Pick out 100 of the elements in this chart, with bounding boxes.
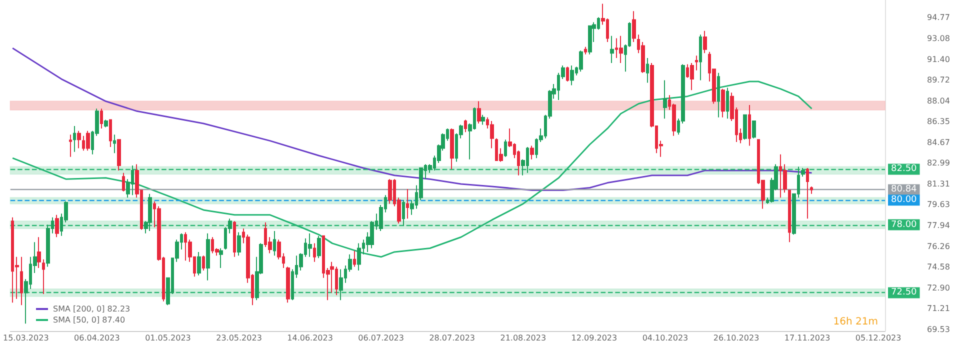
line-series	[12, 47, 812, 191]
candlestick	[610, 35, 614, 64]
candlestick	[663, 80, 667, 120]
y-tick-label: 82.99	[927, 158, 950, 168]
candlestick	[42, 258, 45, 294]
y-tick-label: 93.08	[927, 34, 950, 44]
candlestick	[490, 120, 494, 149]
candlestick	[286, 266, 290, 304]
y-tick-label: 69.53	[927, 324, 950, 334]
y-tick-label: 94.77	[927, 13, 950, 22]
candlestick	[117, 139, 121, 171]
ref-line-label: 82.50	[891, 164, 918, 174]
ref-line-label: 72.50	[891, 288, 918, 298]
x-tick-label: 12.09.2023	[571, 334, 618, 342]
candlestick	[104, 119, 108, 128]
candlestick	[632, 10, 636, 42]
candlestick	[273, 230, 276, 256]
ref-line-label: 80.00	[891, 195, 918, 206]
candlestick	[726, 87, 729, 120]
candlestick	[388, 178, 392, 204]
candlestick	[588, 25, 592, 55]
x-tick-label: 01.05.2023	[145, 334, 191, 342]
candlestick	[113, 134, 116, 154]
x-tick-label: 28.07.2023	[429, 334, 476, 342]
y-tick-label: 88.04	[927, 96, 950, 106]
candlestick	[402, 200, 405, 227]
annotation: 16h 21m	[833, 316, 878, 328]
x-tick-label: 21.08.2023	[500, 334, 546, 342]
x-tick-label: 06.04.2023	[74, 334, 120, 342]
candlestick	[566, 66, 569, 82]
candlestick	[743, 114, 747, 140]
candlestick	[406, 188, 409, 220]
candlestick	[695, 55, 698, 71]
x-tick-label: 04.10.2023	[642, 334, 688, 342]
candlestick	[339, 268, 343, 301]
x-tick-label: 23.05.2023	[216, 334, 262, 342]
candlestick	[313, 242, 316, 262]
y-tick-label: 72.90	[927, 283, 950, 292]
candlestick	[504, 139, 507, 158]
candlestick	[810, 186, 813, 194]
candlestick	[37, 236, 41, 269]
x-tick-label: 17.11.2023	[784, 334, 830, 342]
candlestick	[570, 64, 574, 86]
y-tick-label: 86.35	[927, 117, 950, 126]
y-tick-label: 77.94	[927, 221, 950, 230]
candlestick	[481, 114, 485, 126]
x-tick-label: 05.12.2023	[855, 334, 902, 342]
candlestick	[148, 193, 152, 232]
candlestick	[308, 232, 312, 258]
y-tick-label: 89.72	[927, 76, 950, 85]
y-tick-label: 81.31	[927, 179, 950, 188]
candlestick	[477, 100, 481, 124]
candlestick	[353, 250, 356, 268]
x-tick-label: 06.07.2023	[358, 334, 404, 342]
candlestick	[690, 62, 694, 91]
candlestick	[788, 190, 791, 243]
candlestick	[717, 72, 720, 118]
candlestick	[721, 88, 725, 118]
x-tick-label: 14.06.2023	[287, 334, 333, 342]
candlestick	[233, 220, 236, 258]
legend-label: SMA [50, 0] 87.40	[53, 316, 126, 324]
candlestick	[584, 46, 587, 55]
candlestick	[55, 214, 59, 238]
candlestick	[450, 128, 454, 170]
candlestick	[801, 167, 805, 178]
candlestick	[202, 255, 205, 271]
candlestick	[646, 58, 649, 84]
x-tick-label: 15.03.2023	[2, 334, 49, 342]
y-tick-label: 76.26	[927, 242, 950, 251]
y-tick-label: 71.21	[927, 304, 950, 314]
candlestick	[20, 256, 23, 306]
candlestick	[748, 104, 751, 146]
candlestick	[806, 167, 809, 220]
candlestick	[197, 251, 201, 276]
candlestick	[464, 119, 467, 133]
y-tick-label: 91.40	[927, 54, 950, 64]
x-tick-label: 26.10.2023	[713, 334, 760, 342]
candlestick	[579, 50, 583, 72]
candlestick	[86, 130, 90, 152]
candlestick	[100, 108, 103, 129]
candlestick	[219, 248, 223, 269]
legend-label: SMA [200, 0] 82.23	[53, 304, 130, 314]
candlestick	[703, 30, 707, 54]
candlestick	[530, 145, 534, 160]
candlestick	[317, 235, 321, 259]
candlestick	[237, 232, 241, 256]
candlestick	[73, 125, 76, 152]
candlestick	[206, 232, 210, 281]
ref-line-label: 80.84	[891, 184, 918, 195]
candlestick	[699, 34, 702, 81]
candlestick	[357, 242, 361, 271]
candlestick	[69, 134, 72, 158]
ref-line-label: 78.00	[891, 220, 918, 230]
y-tick-label: 79.63	[927, 200, 950, 210]
y-tick-label: 74.58	[927, 262, 950, 272]
candlestick	[109, 119, 112, 148]
candlestick	[77, 130, 81, 149]
candlestick	[619, 35, 623, 64]
candlestick	[122, 172, 125, 192]
y-tick-label: 84.67	[927, 138, 950, 147]
